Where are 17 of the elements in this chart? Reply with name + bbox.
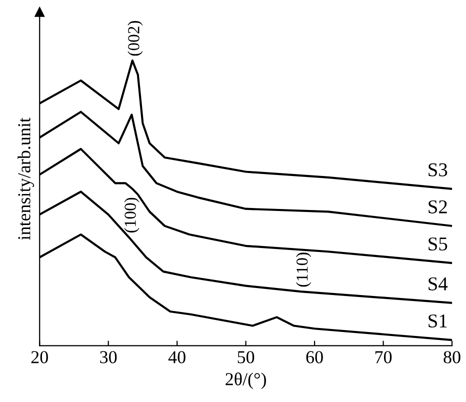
x-tick-label: 50 (238, 351, 254, 364)
x-tick-label: 60 (306, 351, 323, 364)
annotation: (110) (296, 252, 312, 287)
x-tick-label: 70 (375, 351, 392, 364)
annotation: (100) (124, 198, 140, 232)
x-tick-label: 20 (31, 351, 48, 364)
series-label: S2 (428, 200, 447, 214)
series-label: S4 (428, 277, 448, 290)
series-label: S1 (428, 314, 447, 328)
x-tick-label: 80 (444, 351, 460, 364)
annotation: (002) (128, 21, 143, 56)
series-label: S5 (428, 237, 448, 251)
x-tick-label: 30 (100, 351, 117, 364)
x-axis-title: 2θ/(°) (226, 372, 266, 389)
x-tick-label: 40 (168, 351, 186, 364)
y-axis-title: intensity/arb.unit (18, 118, 34, 240)
series-label: S3 (428, 163, 448, 176)
